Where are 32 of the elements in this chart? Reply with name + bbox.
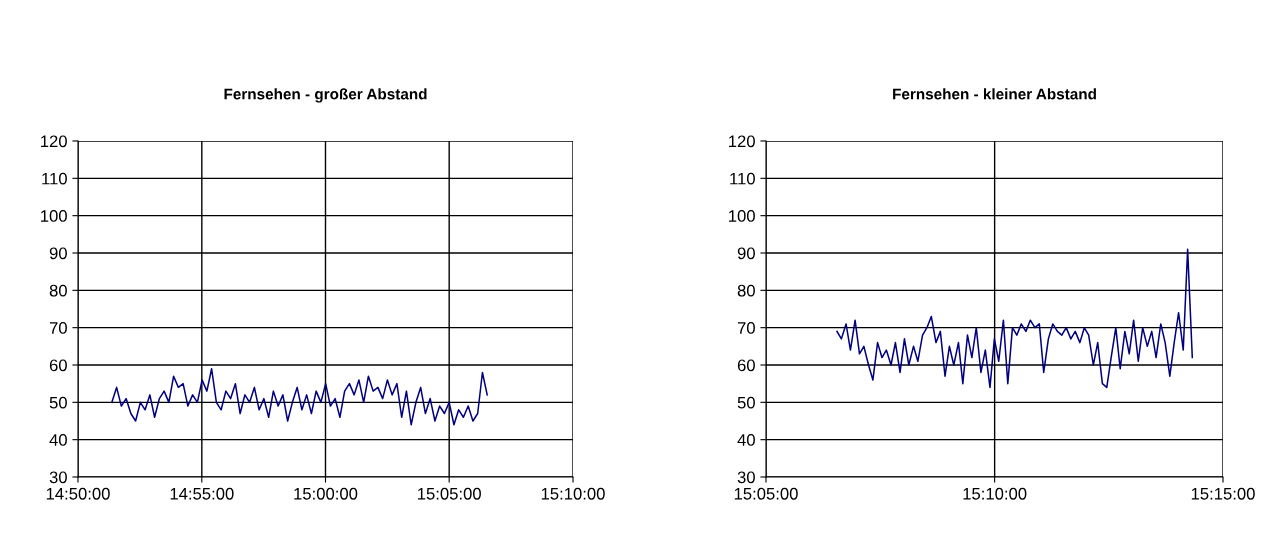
y-tick-label: 30 (737, 471, 755, 484)
chart-title: Fernsehen - kleiner Abstand (893, 88, 1096, 100)
y-tick-label: 100 (41, 210, 67, 222)
x-tick-label: 15:10:00 (541, 487, 605, 500)
y-tick-label: 80 (737, 284, 755, 297)
y-tick-label: 60 (737, 359, 755, 372)
y-tick-label: 50 (49, 396, 67, 409)
x-tick-label: 15:05:00 (418, 487, 481, 500)
y-tick-label: 70 (49, 322, 67, 334)
x-tick-label: 15:15:00 (1191, 487, 1255, 500)
y-tick-label: 40 (737, 434, 755, 446)
y-tick-label: 50 (737, 396, 755, 409)
line-series (836, 248, 1194, 389)
y-tick-label: 110 (730, 172, 755, 185)
y-tick-label: 110 (42, 172, 67, 185)
y-tick-label: 40 (49, 434, 67, 446)
x-tick-label: 15:05:00 (734, 487, 798, 500)
y-tick-label: 120 (729, 135, 755, 148)
y-tick-label: 30 (49, 471, 67, 484)
y-tick-label: 80 (49, 284, 67, 297)
y-tick-label: 120 (41, 135, 67, 148)
x-tick-label: 14:55:00 (170, 487, 234, 500)
x-tick-label: 15:00:00 (294, 487, 358, 500)
y-tick-label: 70 (737, 322, 755, 334)
x-tick-label: 14:50:00 (46, 487, 110, 500)
y-tick-label: 100 (729, 210, 755, 222)
chart-title: Fernsehen - großer Abstand (224, 88, 427, 103)
x-tick-label: 15:10:00 (963, 487, 1027, 500)
y-tick-label: 90 (49, 247, 67, 260)
y-tick-label: 90 (737, 247, 755, 260)
y-tick-label: 60 (49, 359, 67, 372)
line-series (111, 367, 488, 426)
